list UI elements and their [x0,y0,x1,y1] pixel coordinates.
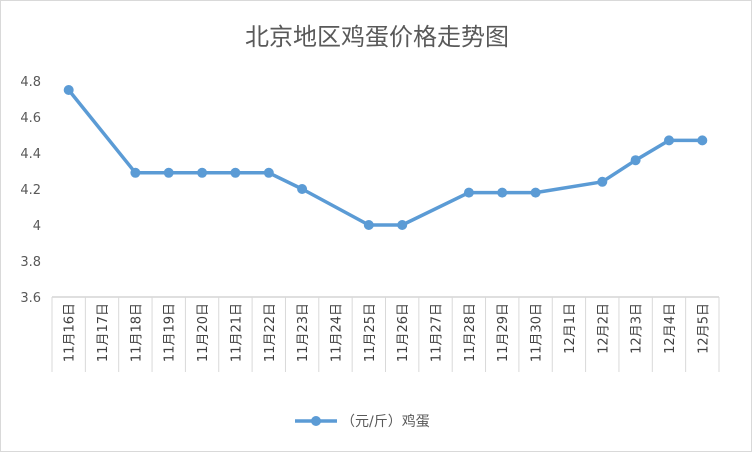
x-tick-label: 11月22日 [263,303,278,362]
y-tick-label: 3.8 [20,255,41,270]
data-point [263,167,274,178]
x-tick-label: 11月17日 [96,303,111,362]
chart-title: 北京地区鸡蛋价格走势图 [245,23,509,51]
data-point [363,220,374,230]
y-tick-label: 4.8 [20,75,41,90]
x-tick-label: 11月28日 [463,303,478,362]
legend-marker-swatch [311,416,321,426]
data-point [397,220,408,230]
data-point [530,187,541,198]
data-point [497,187,508,198]
legend: （元/斤）鸡蛋 [295,413,430,430]
series-layer [63,85,708,230]
x-tick-label: 11月21日 [229,303,244,362]
data-point [597,176,608,187]
series-line [67,88,703,227]
x-tick-label: 11月26日 [396,303,411,362]
y-tick-label: 4.4 [20,147,41,162]
data-point [63,85,74,95]
legend-series-label: （元/斤）鸡蛋 [341,413,430,430]
data-point [463,187,474,198]
x-tick-label: 11月18日 [129,303,144,362]
x-tick-label: 12月1日 [563,303,578,354]
y-tick-label: 4.6 [20,111,41,126]
data-point [163,167,174,178]
axes: 3.6 3.8 4 4.2 4.4 4.6 4.8 11月16日 11月17日 11月18日 11月… [20,75,720,372]
x-tick-label: 12月3日 [630,303,645,354]
x-tick-label: 11月23日 [296,303,311,362]
x-tick-label: 12月2日 [596,303,611,354]
x-tick-label: 11月16日 [63,303,78,362]
x-tick-label: 11月24日 [329,303,344,362]
y-tick-label: 4.2 [20,183,41,198]
data-point [697,135,708,146]
x-tick-label: 11月29日 [496,303,511,362]
x-tick-label: 11月25日 [363,303,378,362]
x-tick-label: 11月20日 [196,303,211,362]
data-point [664,135,674,146]
data-point [130,167,141,178]
y-tick-label: 3.6 [20,291,41,306]
data-point [630,155,641,166]
y-tick-label: 4 [33,219,41,234]
x-tick-label: 12月4日 [663,303,678,354]
x-tick-label: 11月27日 [430,303,445,362]
x-tick-label: 12月5日 [696,303,711,354]
data-point [297,184,308,194]
data-point [230,167,241,178]
x-tick-label: 11月19日 [163,303,178,362]
data-point [197,167,208,178]
x-tick-label: 11月30日 [530,303,545,362]
